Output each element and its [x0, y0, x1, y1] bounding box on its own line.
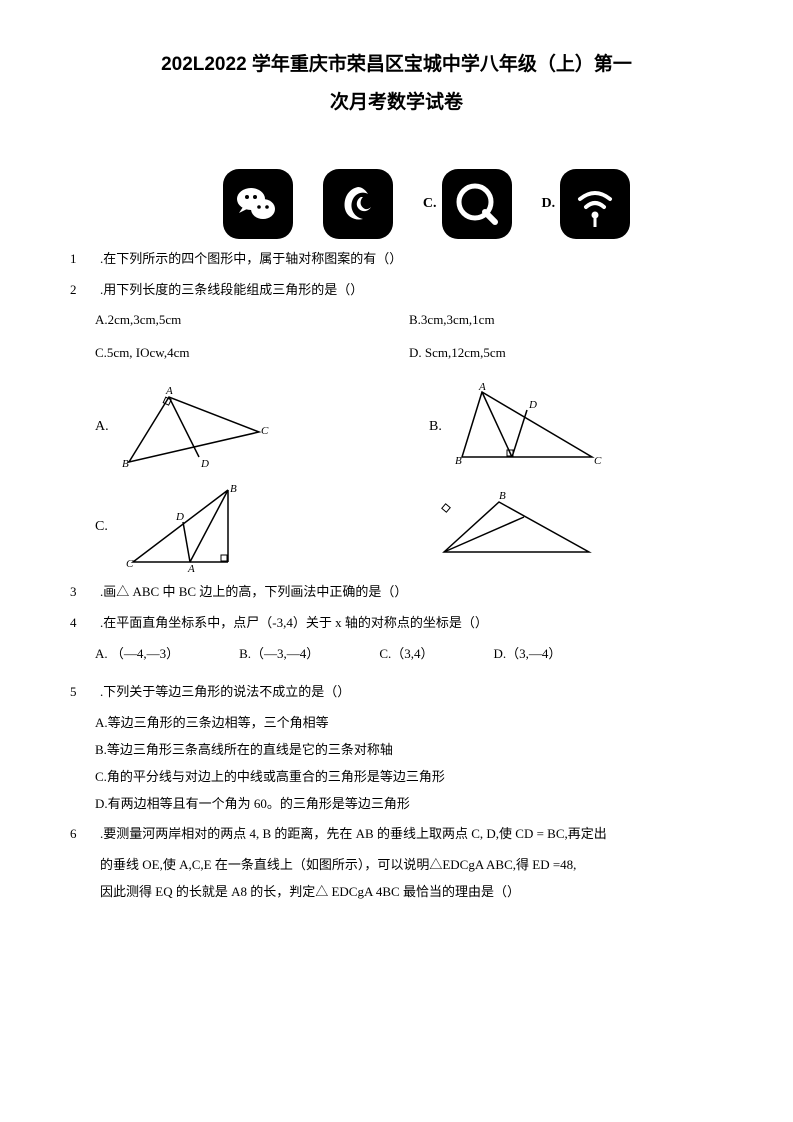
icon-option-c: C.: [423, 169, 512, 239]
q4-option-a: A. （—4,—3）: [95, 644, 179, 665]
tri-c-label: C.: [95, 516, 108, 538]
svg-text:C: C: [126, 558, 134, 570]
svg-text:A: A: [187, 563, 195, 572]
svg-text:B: B: [122, 458, 129, 470]
option-d-label: D.: [542, 193, 556, 215]
magnifier-q-icon: [442, 169, 512, 239]
q2-option-a: A.2cm,3cm,5cm: [95, 310, 409, 331]
svg-text:B: B: [499, 490, 506, 502]
question-4: 4 .在平面直角坐标系中，点尸（-3,4）关于 x 轴的对称点的坐标是（）: [70, 613, 723, 634]
tri-b-label: B.: [429, 416, 442, 438]
q5-option-a: A.等边三角形的三条边相等，三个角相等: [95, 713, 723, 734]
svg-text:C: C: [261, 425, 269, 437]
page-subtitle: 次月考数学试卷: [70, 88, 723, 118]
q3-number: 3: [70, 582, 95, 603]
q2-option-d: D. Scm,12cm,5cm: [409, 343, 723, 364]
q4-number: 4: [70, 613, 95, 634]
q5-number: 5: [70, 682, 95, 703]
q2-text: .用下列长度的三条线段能组成三角形的是（）: [100, 280, 723, 301]
icon-option-d: D.: [542, 169, 631, 239]
q5-options: A.等边三角形的三条边相等，三个角相等 B.等边三角形三条高线所在的直线是它的三…: [95, 713, 723, 814]
svg-text:D: D: [528, 399, 537, 411]
q4-option-c: C.（3,4）: [379, 644, 433, 665]
option-c-label: C.: [423, 193, 437, 215]
q6-text-line3: 因此测得 EQ 的长就是 A8 的长，判定△ EDCgA 4BC 最恰当的理由是…: [100, 882, 723, 903]
q5-text: .下列关于等边三角形的说法不成立的是（）: [100, 682, 723, 703]
q2-options-row1: A.2cm,3cm,5cm B.3cm,3cm,1cm: [95, 310, 723, 331]
tri-a-label: A.: [95, 416, 109, 438]
svg-text:B: B: [455, 455, 462, 467]
q4-option-b: B.（—3,—4）: [239, 644, 319, 665]
question-2: 2 .用下列长度的三条线段能组成三角形的是（）: [70, 280, 723, 301]
q2-options-row2: C.5cm, IOcw,4cm D. Scm,12cm,5cm: [95, 343, 723, 364]
wechat-icon: [223, 169, 293, 239]
svg-text:C: C: [594, 455, 602, 467]
q2-option-c: C.5cm, IOcw,4cm: [95, 343, 409, 364]
q4-text: .在平面直角坐标系中，点尸（-3,4）关于 x 轴的对称点的坐标是（）: [100, 613, 723, 634]
q6-text: .要测量河两岸相对的两点 4, B 的距离，先在 AB 的垂线上取两点 C, D…: [100, 824, 723, 845]
svg-text:D: D: [200, 458, 209, 470]
q1-text: .在下列所示的四个图形中，属于轴对称图案的有（）: [100, 249, 723, 270]
question-1: 1 .在下列所示的四个图形中，属于轴对称图案的有（）: [70, 249, 723, 270]
q5-option-d: D.有两边相等且有一个角为 60。的三角形是等边三角形: [95, 794, 723, 815]
q2-option-b: B.3cm,3cm,1cm: [409, 310, 723, 331]
icon-option-a: [223, 169, 293, 239]
triangle-a: A. A B C D: [95, 382, 389, 472]
q6-text-line2: 的垂线 OE,使 A,C,E 在一条直线上（如图所示），可以说明△EDCgA A…: [100, 855, 723, 876]
q6-number: 6: [70, 824, 95, 845]
phoenix-icon: [323, 169, 393, 239]
q2-number: 2: [70, 280, 95, 301]
icon-options-row: C. D.: [130, 169, 723, 239]
q5-option-c: C.角的平分线与对边上的中线或高重合的三角形是等边三角形: [95, 767, 723, 788]
question-3: 3 .画△ ABC 中 BC 边上的高，下列画法中正确的是（）: [70, 582, 723, 603]
svg-text:B: B: [230, 483, 237, 495]
svg-text:A: A: [478, 382, 486, 393]
svg-text:D: D: [175, 511, 184, 523]
triangle-diagrams: A. A B C D B. A B C D C.: [95, 382, 723, 572]
q1-number: 1: [70, 249, 95, 270]
q4-options: A. （—4,—3） B.（—3,—4） C.（3,4） D.（3,—4）: [95, 644, 723, 665]
q3-text: .画△ ABC 中 BC 边上的高，下列画法中正确的是（）: [100, 582, 723, 603]
question-6: 6 .要测量河两岸相对的两点 4, B 的距离，先在 AB 的垂线上取两点 C,…: [70, 824, 723, 845]
svg-text:A: A: [165, 385, 173, 397]
triangle-d: B: [429, 482, 723, 572]
question-5: 5 .下列关于等边三角形的说法不成立的是（）: [70, 682, 723, 703]
triangle-b: B. A B C D: [429, 382, 723, 472]
triangle-c: C. B C A D: [95, 482, 389, 572]
q4-option-d: D.（3,—4）: [493, 644, 561, 665]
page-title: 202L2022 学年重庆市荣昌区宝城中学八年级（上）第一: [70, 50, 723, 80]
wifi-icon: [560, 169, 630, 239]
icon-option-b: [323, 169, 393, 239]
q5-option-b: B.等边三角形三条高线所在的直线是它的三条对称轴: [95, 740, 723, 761]
